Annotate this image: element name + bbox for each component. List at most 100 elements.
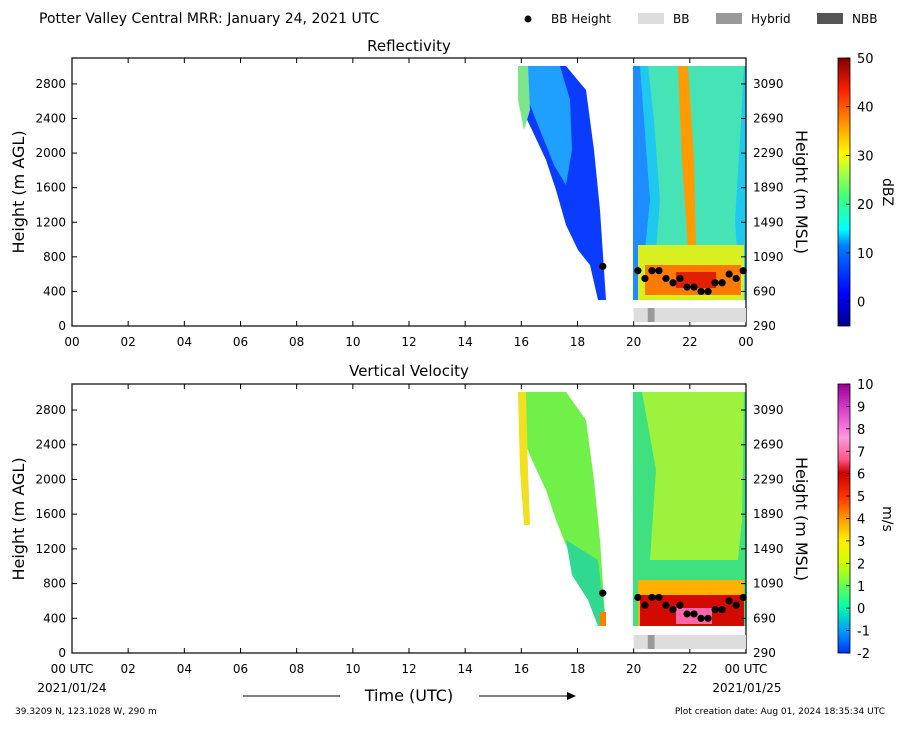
x-tick-label: 08 (289, 335, 304, 349)
colorbar-tick-label: -2 (857, 647, 870, 662)
velocity-title: Vertical Velocity (349, 362, 469, 380)
bb-height-marker (739, 593, 747, 602)
time-axis-label: Time (UTC) (364, 686, 453, 705)
bb-height-marker (718, 606, 726, 614)
bb-height-marker (690, 283, 698, 291)
bb-height-marker (655, 593, 663, 602)
bb-height-marker (711, 606, 719, 614)
x-tick-label: 06 (233, 335, 248, 349)
legend-nbb-swatch (817, 13, 843, 24)
figure-title: Potter Valley Central MRR: January 24, 2… (39, 11, 379, 27)
velocity-colorbar-ticks: -2 -1 0 1 2 3 4 5 6 7 8 9 10 (846, 378, 874, 662)
velocity-axes: 00 UTC 02 04 06 08 10 12 14 16 18 20 22 00 UTC 0 400 80… (35, 383, 784, 676)
y2-tick-label: 1090 (753, 250, 784, 264)
bb-height-marker (732, 601, 740, 609)
bb-height-marker (599, 262, 607, 270)
x-tick-label: 16 (514, 335, 529, 349)
legend-nbb-label: NBB (852, 12, 877, 26)
colorbar-tick-label: 10 (857, 378, 874, 393)
bb-height-marker (634, 593, 642, 602)
x-tick-label: 22 (682, 335, 697, 349)
bb-height-marker (669, 279, 677, 287)
bb-height-marker (690, 610, 698, 618)
bb-height-marker (662, 601, 670, 609)
y2-tick-label: 690 (753, 284, 776, 298)
legend-hybrid-swatch (716, 13, 742, 24)
bb-height-marker (704, 287, 712, 296)
x-tick-label: 06 (233, 662, 248, 676)
y-tick-label: 2800 (35, 77, 66, 91)
bb-height-marker (662, 274, 670, 283)
bb-height-marker (634, 267, 642, 275)
x-tick-label: 02 (121, 662, 136, 676)
bb-height-marker (641, 601, 649, 609)
start-date-label: 2021/01/24 (37, 681, 106, 695)
bb-height-marker (676, 601, 684, 609)
reflectivity-bb-type-bar (633, 308, 746, 322)
x-tick-label: 00 (738, 335, 753, 349)
x-tick-label: 02 (121, 335, 136, 349)
x-tick-label: 00 UTC (51, 662, 94, 676)
y-tick-label: 1200 (35, 542, 66, 556)
legend-bb-height-marker (524, 15, 532, 23)
y-tick-label: 0 (58, 646, 66, 660)
reflectivity-y2label: Height (m MSL) (792, 130, 811, 254)
y-tick-label: 2400 (35, 438, 66, 452)
x-tick-label: 12 (401, 335, 416, 349)
y2-tick-label: 2290 (753, 472, 784, 486)
y2-tick-label: 3090 (753, 77, 784, 91)
reflectivity-ylabel: Height (m AGL) (9, 130, 28, 253)
colorbar-tick-label: 6 (857, 468, 865, 483)
velocity-echo-early-lower (566, 540, 606, 626)
bb-height-marker (711, 279, 719, 287)
bb-type-segment (633, 635, 648, 649)
reflectivity-echo-early-edge (518, 66, 530, 130)
y-tick-label: 0 (58, 319, 66, 333)
reflectivity-colorbar (837, 57, 851, 327)
colorbar-tick-label: 4 (857, 513, 865, 528)
x-tick-label: 22 (682, 662, 697, 676)
reflectivity-title: Reflectivity (367, 37, 451, 55)
bb-height-marker (739, 267, 747, 275)
colorbar-tick-label: 1 (857, 580, 865, 595)
legend-hybrid-label: Hybrid (751, 12, 791, 26)
y-tick-label: 800 (43, 250, 66, 264)
reflectivity-field (518, 66, 746, 300)
y2-tick-label: 1890 (753, 181, 784, 195)
velocity-echo-main-upper (642, 392, 744, 560)
velocity-bb-type-bar (633, 635, 746, 649)
x-tick-label: 16 (514, 662, 529, 676)
bb-height-marker (641, 274, 649, 283)
bb-type-segment (654, 308, 746, 322)
legend-bb-swatch (638, 13, 664, 24)
end-date-label: 2021/01/25 (712, 681, 781, 695)
colorbar-tick-label: 30 (857, 149, 874, 164)
colorbar-tick-label: 7 (857, 445, 865, 460)
y-tick-label: 1200 (35, 215, 66, 229)
y2-tick-label: 1890 (753, 507, 784, 521)
velocity-ylabel: Height (m AGL) (9, 457, 28, 580)
y2-tick-label: 290 (753, 319, 776, 333)
x-tick-label: 04 (177, 335, 192, 349)
bb-height-marker (669, 606, 677, 614)
time-arrow-head-icon (567, 692, 576, 700)
location-text: 39.3209 N, 123.1028 W, 290 m (15, 707, 157, 717)
y-tick-label: 1600 (35, 181, 66, 195)
legend: BB Height BB Hybrid NBB (524, 12, 877, 26)
y2-tick-label: 2690 (753, 438, 784, 452)
creation-date-text: Plot creation date: Aug 01, 2024 18:35:3… (675, 707, 885, 717)
bb-height-marker (683, 610, 691, 618)
x-tick-label: 00 (64, 335, 79, 349)
velocity-y2label: Height (m MSL) (792, 457, 811, 581)
x-tick-label: 18 (570, 662, 585, 676)
y2-tick-label: 2290 (753, 146, 784, 160)
x-tick-label: 20 (626, 662, 641, 676)
colorbar-tick-label: 8 (857, 423, 865, 438)
y2-tick-label: 290 (753, 646, 776, 660)
velocity-field (518, 392, 746, 626)
x-tick-label: 18 (570, 335, 585, 349)
y-tick-label: 400 (43, 284, 66, 298)
reflectivity-colorbar-label: dBZ (879, 178, 895, 206)
x-tick-label: 00 UTC (725, 662, 768, 676)
